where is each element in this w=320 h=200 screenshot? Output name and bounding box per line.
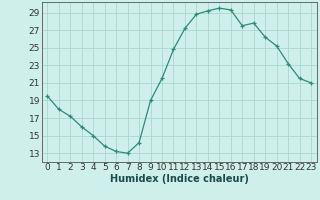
X-axis label: Humidex (Indice chaleur): Humidex (Indice chaleur) [110,174,249,184]
